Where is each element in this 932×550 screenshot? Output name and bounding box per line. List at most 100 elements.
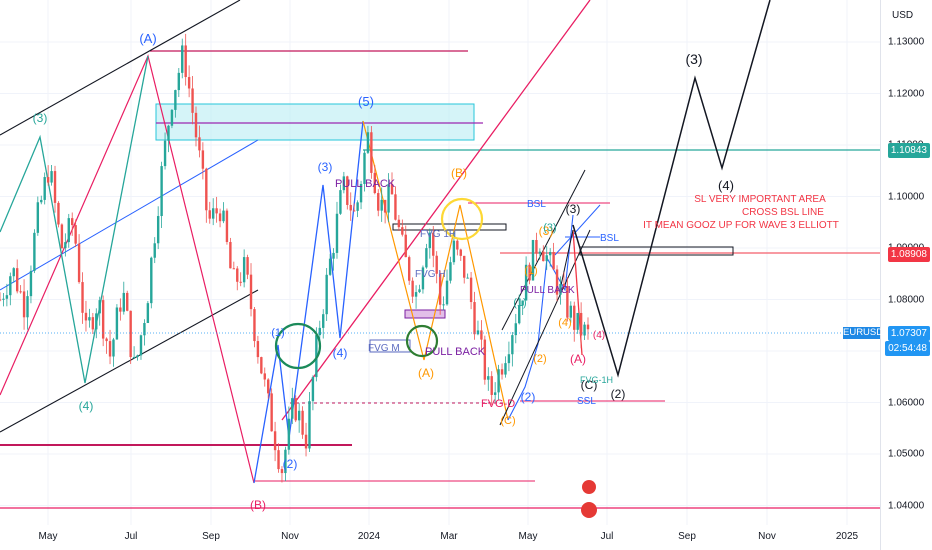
candle-body [325,274,328,315]
candle-body [356,202,359,211]
candle-body [5,295,9,299]
candle-body [387,184,390,213]
candle-body [569,305,573,318]
x-tick-label: 2024 [357,531,381,542]
candle-body [53,171,57,203]
candle-body [469,277,473,303]
candle-body [150,257,153,304]
text-note: FVG-1H [580,375,613,385]
candle-body [187,77,191,89]
candle-body [256,341,260,358]
candle-body [91,317,95,330]
forecast-path [572,0,771,378]
wave-label: (A) [570,352,586,366]
wave-label: (3) [566,202,581,216]
wave-label: (4) [333,346,348,360]
wave-label: (4) [593,330,605,341]
candle-body [184,45,187,78]
y-tick-label: 1.13000 [888,36,925,48]
candle-body [318,327,321,336]
candle-body [239,281,242,283]
candle-body [156,216,160,244]
candle-body [19,291,22,293]
candle-body [33,232,36,271]
candle-body [64,242,67,249]
y-tick-label: 1.08000 [888,294,925,305]
candle-body [459,249,462,256]
candle-body [383,199,387,213]
channel-upper [0,0,241,136]
candle-body [583,324,586,336]
wave-label: (C) [500,415,515,427]
candle-body [236,268,239,282]
channel-lower [0,289,259,433]
candle-body [229,241,232,269]
candle-body [98,300,101,314]
candle-body [497,369,500,393]
candle-body [507,354,511,364]
candle-body [380,199,383,211]
event-icon-1 [582,480,596,494]
text-note: FVG-D [481,398,515,410]
x-tick-label: Mar [440,531,458,542]
wave-label: (2) [533,353,546,365]
candle-body [352,210,356,212]
yellow-circle [440,197,484,241]
candle-body [359,183,363,203]
red-level-tag: 1.08908 [887,247,930,262]
candle-body [473,302,476,335]
countdown-tag: 02:54:48 [885,341,930,356]
candle-body [215,208,218,214]
candle-body [466,277,469,279]
candle-body [163,140,167,167]
candle-body [0,299,2,301]
candle-body [535,240,538,254]
candle-body [36,202,40,233]
candle-body [263,373,266,380]
text-note: FVG H [415,269,446,280]
x-tick-label: May [38,531,58,542]
wave-label: (3) [539,224,554,238]
wave-label: (1) [271,327,284,339]
candle-body [456,240,459,250]
candle-body [438,273,442,305]
candle-body [143,323,146,336]
candle-body [139,335,143,356]
candle-body [566,285,569,318]
candle-body [232,268,236,270]
candle-body [421,267,425,290]
wave-label: (B) [250,498,266,512]
candle-body [452,240,456,263]
note-line: CROSS BSL LINE [742,207,824,218]
candle-body [435,255,438,274]
candle-body [95,313,98,330]
wave-label: (1) [524,265,537,277]
candle-body [177,72,181,91]
candle-body [29,270,33,297]
candle-body [518,305,521,324]
candle-body [119,307,122,312]
candle-body [146,303,150,324]
wave-label: (2) [611,387,626,401]
candle-body [126,292,129,311]
candle-body [122,292,125,312]
candle-body [342,176,346,191]
candle-body [463,255,466,278]
candle-body [267,379,270,394]
current-price-tag: 1.07307 [887,326,930,341]
candle-body [500,369,504,375]
candle-body [67,218,70,243]
text-note: PULL BACK [335,178,396,190]
price-axis[interactable] [880,0,932,550]
candle-body [531,240,535,281]
candle-body [260,357,263,374]
candle-body [480,330,483,340]
candle-body [504,363,507,375]
y-tick-label: 1.06000 [888,397,925,408]
candle-body [414,292,418,297]
x-tick-label: Nov [281,531,299,542]
candle-body [132,357,136,359]
candle-body [411,280,414,297]
candle-body [43,177,46,200]
